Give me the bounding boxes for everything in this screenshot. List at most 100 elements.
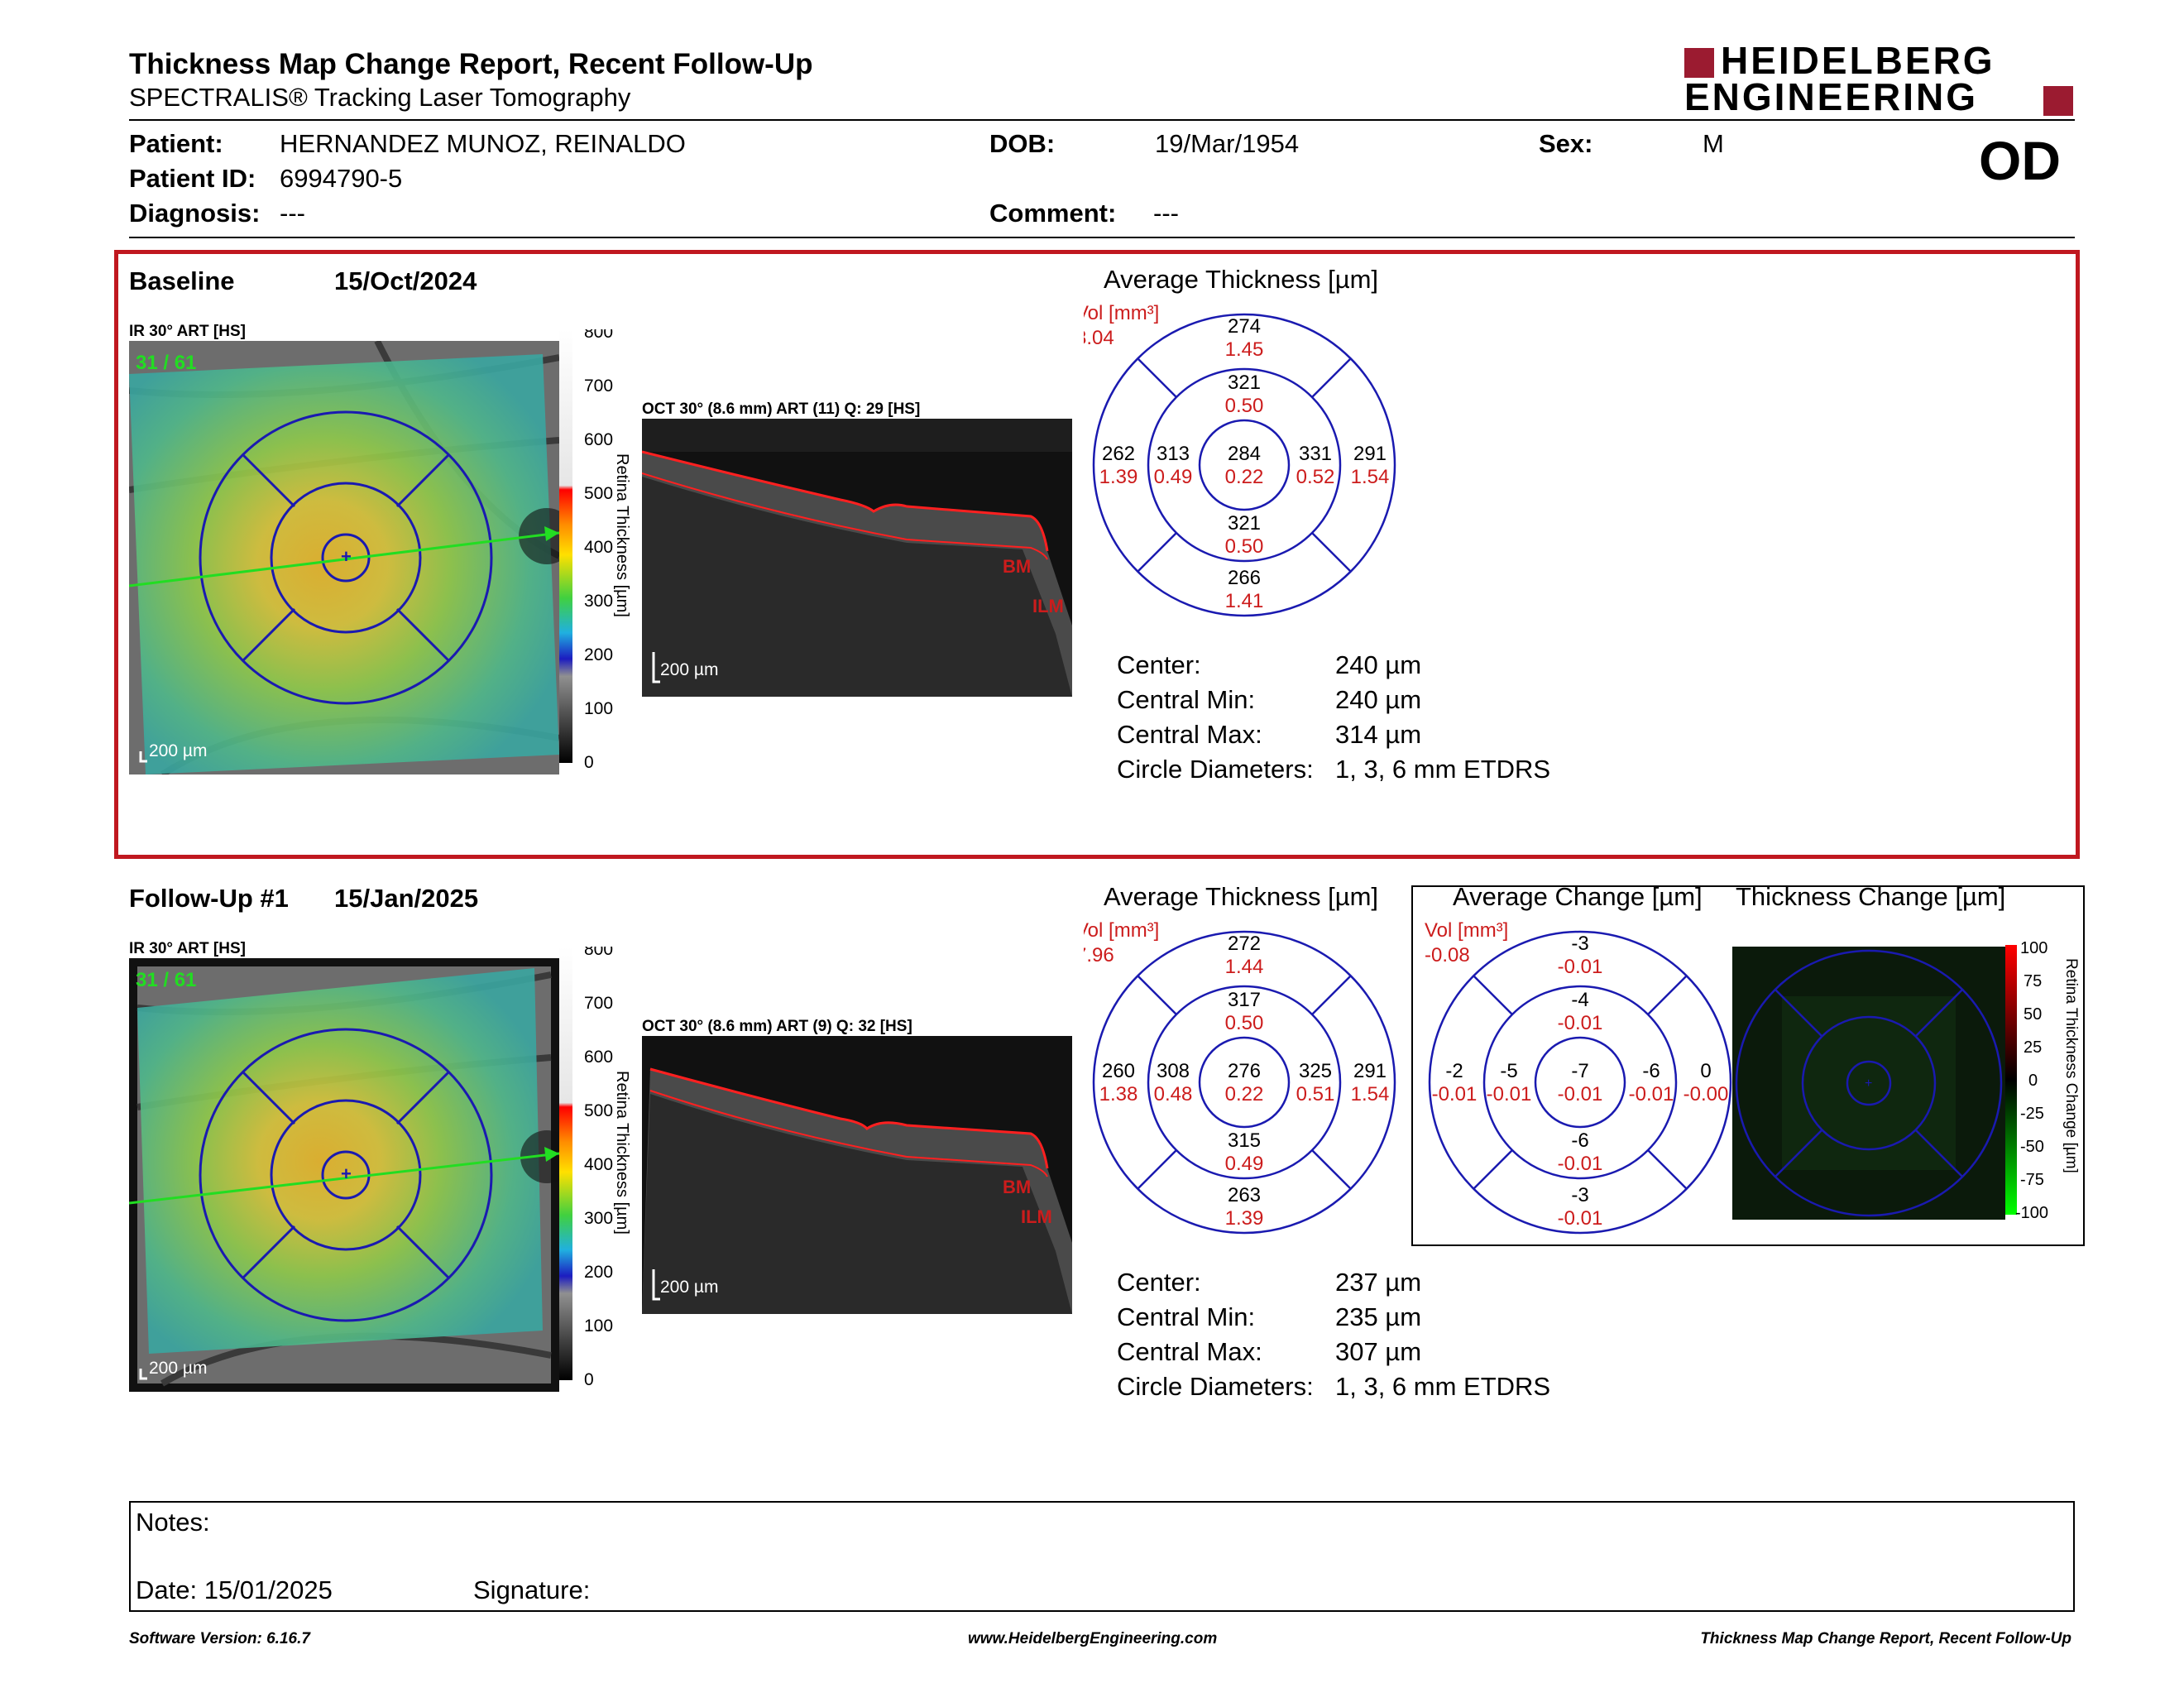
svg-text:276: 276 — [1228, 1060, 1261, 1082]
sex-value: M — [1703, 129, 1724, 158]
svg-text:-4: -4 — [1571, 989, 1588, 1011]
baseline-ir-label: IR 30° ART [HS] — [129, 323, 246, 340]
svg-text:-6: -6 — [1571, 1129, 1588, 1152]
report-subtitle: SPECTRALIS® Tracking Laser Tomography — [129, 83, 631, 112]
svg-text:331: 331 — [1299, 443, 1332, 465]
svg-text:0.22: 0.22 — [1225, 1083, 1264, 1105]
svg-text:100: 100 — [584, 1316, 613, 1336]
svg-text:800: 800 — [584, 947, 613, 959]
dob-value: 19/Mar/1954 — [1155, 129, 1300, 158]
svg-text:-0.01: -0.01 — [1558, 1083, 1603, 1105]
followup-scale-bar: 200 µm — [149, 1359, 207, 1378]
svg-text:-0.01: -0.01 — [1558, 1012, 1603, 1034]
header-divider — [129, 119, 2075, 121]
baseline-oct-label: OCT 30° (8.6 mm) ART (11) Q: 29 [HS] — [642, 400, 921, 418]
baseline-ir-counter: 31 / 61 — [136, 352, 196, 374]
baseline-scale-bar: 200 µm — [149, 741, 207, 760]
svg-text:291: 291 — [1353, 443, 1387, 465]
svg-text:-50: -50 — [2020, 1138, 2044, 1156]
footer-report-name: Thickness Map Change Report, Recent Foll… — [1700, 1630, 2071, 1647]
svg-text:-0.01: -0.01 — [1558, 1207, 1603, 1230]
signature-label: Signature: — [473, 1575, 591, 1604]
notes-box[interactable] — [129, 1501, 2075, 1612]
svg-text:-100: -100 — [2015, 1204, 2048, 1222]
report-title: Thickness Map Change Report, Recent Foll… — [129, 48, 813, 80]
svg-text:1.39: 1.39 — [1225, 1207, 1264, 1230]
svg-text:-0.01: -0.01 — [1432, 1083, 1478, 1105]
logo-square-top — [1684, 48, 1714, 78]
svg-text:262: 262 — [1102, 443, 1135, 465]
comment-label: Comment: — [989, 199, 1117, 228]
svg-text:-0.01: -0.01 — [1629, 1083, 1674, 1105]
baseline-bm-label: BM — [1003, 556, 1031, 577]
baseline-max-label: Central Max: — [1117, 720, 1262, 749]
svg-text:1.41: 1.41 — [1225, 590, 1264, 612]
svg-text:600: 600 — [584, 430, 613, 449]
svg-text:263: 263 — [1228, 1184, 1261, 1206]
followup-oct-scale: 200 µm — [660, 1278, 718, 1297]
followup-diam-label: Circle Diameters: — [1117, 1372, 1314, 1401]
dob-label: DOB: — [989, 129, 1056, 158]
svg-text:0.50: 0.50 — [1225, 395, 1264, 417]
logo-square-bottom — [2043, 86, 2073, 116]
svg-text:500: 500 — [584, 484, 613, 503]
baseline-scan-line — [129, 531, 559, 587]
patient-name: HERNANDEZ MUNOZ, REINALDO — [280, 129, 686, 158]
svg-text:-3: -3 — [1571, 933, 1588, 955]
followup-bm-label: BM — [1003, 1177, 1031, 1197]
svg-text:-6: -6 — [1642, 1060, 1660, 1082]
svg-text:-0.00: -0.00 — [1684, 1083, 1729, 1105]
followup-average-title: Average Thickness [µm] — [1104, 882, 1379, 911]
baseline-label: Baseline — [129, 266, 235, 295]
diagnosis-label: Diagnosis: — [129, 199, 261, 228]
footer-website-link[interactable]: www.HeidelbergEngineering.com — [968, 1630, 1218, 1647]
svg-text:0: 0 — [584, 753, 594, 772]
svg-text:200: 200 — [584, 1263, 613, 1282]
baseline-fundus-image: 31 / 61 + 200 µm — [129, 341, 559, 774]
baseline-average-title: Average Thickness [µm] — [1104, 265, 1379, 294]
comment-value: --- — [1153, 199, 1179, 228]
followup-ir-counter: 31 / 61 — [136, 969, 196, 991]
svg-text:-0.01: -0.01 — [1558, 956, 1603, 978]
followup-min-value: 235 µm — [1335, 1302, 1422, 1331]
svg-text:100: 100 — [2020, 942, 2048, 957]
svg-text:+: + — [1865, 1077, 1872, 1091]
followup-max-label: Central Max: — [1117, 1337, 1262, 1366]
svg-text:-0.08: -0.08 — [1425, 944, 1470, 966]
baseline-min-label: Central Min: — [1117, 685, 1256, 714]
svg-text:400: 400 — [584, 1155, 613, 1174]
svg-text:0.48: 0.48 — [1154, 1083, 1193, 1105]
svg-text:200: 200 — [584, 645, 613, 664]
followup-fundus-image: 31 / 61 + 200 µm — [129, 958, 559, 1392]
svg-text:1.54: 1.54 — [1351, 466, 1390, 488]
svg-text:+: + — [341, 1163, 352, 1184]
svg-text:-0.01: -0.01 — [1487, 1083, 1532, 1105]
followup-min-label: Central Min: — [1117, 1302, 1256, 1331]
svg-text:-75: -75 — [2020, 1171, 2044, 1189]
svg-text:+: + — [341, 546, 352, 567]
svg-text:1.54: 1.54 — [1351, 1083, 1390, 1105]
followup-scan-line — [129, 1152, 559, 1205]
patient-divider — [129, 237, 2075, 238]
thickness-change-map: + — [1732, 947, 2005, 1220]
svg-text:291: 291 — [1353, 1060, 1387, 1082]
followup-ilm-label: ILM — [1021, 1206, 1052, 1227]
svg-text:-0.01: -0.01 — [1558, 1153, 1603, 1175]
svg-text:0: 0 — [1700, 1060, 1711, 1082]
svg-text:0.49: 0.49 — [1225, 1153, 1264, 1175]
svg-text:100: 100 — [584, 699, 613, 718]
change-colorbar: 100 75 50 25 0 -25 -50 -75 -100 Retina T… — [2005, 942, 2080, 1222]
baseline-date: 15/Oct/2024 — [334, 266, 477, 295]
svg-text:700: 700 — [584, 376, 613, 396]
patient-id-value: 6994790-5 — [280, 164, 403, 193]
thickness-change-title: Thickness Change [µm] — [1736, 882, 2006, 911]
followup-oct-label: OCT 30° (8.6 mm) ART (9) Q: 32 [HS] — [642, 1018, 912, 1035]
baseline-colorbar-title: Retina Thickness [µm] — [613, 453, 631, 617]
baseline-etdrs-grid — [199, 410, 493, 705]
baseline-colorbar: 800 700 600 500 400 300 200 100 0 Retina… — [559, 329, 631, 772]
svg-text:-25: -25 — [2020, 1105, 2044, 1123]
svg-text:Vol [mm³]: Vol [mm³] — [1425, 920, 1508, 942]
svg-text:274: 274 — [1228, 315, 1261, 338]
